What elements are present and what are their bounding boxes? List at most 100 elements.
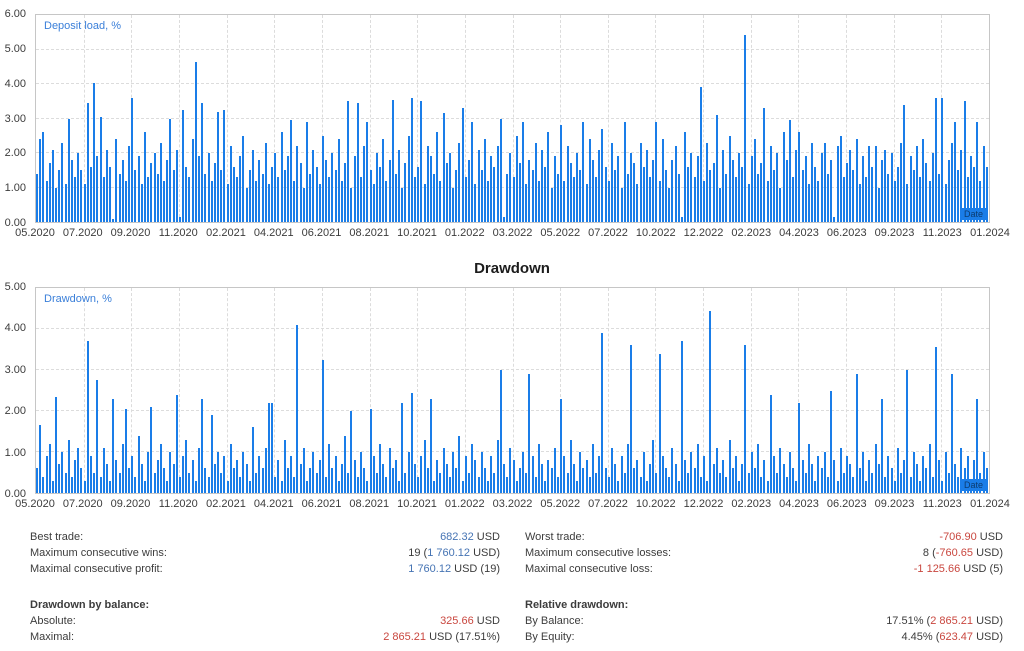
- bar: [645, 480, 648, 493]
- v-gridline: [512, 288, 514, 493]
- bar: [715, 447, 718, 493]
- stats-label: Maximum consecutive losses:: [525, 547, 672, 559]
- bar: [836, 146, 839, 222]
- bar: [649, 464, 652, 493]
- bar: [334, 170, 337, 222]
- bar: [544, 480, 547, 493]
- bar: [731, 159, 734, 222]
- bar: [290, 120, 293, 222]
- bar: [814, 480, 817, 493]
- bar: [630, 153, 633, 222]
- bar: [112, 218, 115, 222]
- bar: [680, 216, 683, 222]
- x-tick-label: 05.2020: [15, 498, 55, 510]
- deposit-load-legend: Deposit load, %: [44, 20, 122, 32]
- bar: [61, 142, 64, 222]
- bar: [525, 472, 528, 493]
- x-tick-label: 02.2021: [206, 498, 246, 510]
- stats-value: 8 (-760.65 USD): [922, 547, 1003, 559]
- bar: [350, 187, 353, 222]
- bar: [118, 472, 121, 493]
- bar: [518, 468, 521, 493]
- bar: [664, 468, 667, 493]
- bar: [274, 153, 277, 222]
- bar: [340, 180, 343, 222]
- bar: [255, 472, 258, 493]
- bar: [296, 146, 299, 222]
- bar: [236, 460, 239, 493]
- bar: [623, 472, 626, 493]
- bar: [455, 468, 458, 493]
- bar: [938, 460, 941, 493]
- bar: [236, 177, 239, 222]
- bar: [630, 345, 633, 493]
- v-gridline: [274, 15, 276, 222]
- y-tick-label: 1.00: [4, 446, 26, 459]
- bar: [890, 153, 893, 222]
- bar: [217, 452, 220, 493]
- x-tick-label: 05.2022: [540, 498, 581, 510]
- bar: [382, 464, 385, 493]
- bar: [340, 464, 343, 493]
- bar: [569, 439, 572, 493]
- bar: [522, 452, 525, 493]
- bar: [757, 173, 760, 222]
- bar: [925, 468, 928, 493]
- bar: [922, 456, 925, 493]
- bar: [934, 347, 937, 493]
- bar: [105, 149, 108, 222]
- bar: [433, 173, 436, 222]
- bar: [64, 472, 67, 493]
- bar: [782, 132, 785, 222]
- date-axis-label: Date: [960, 208, 986, 220]
- bar: [884, 149, 887, 222]
- bar: [391, 99, 394, 222]
- bar: [169, 118, 172, 222]
- bar: [258, 159, 261, 222]
- bar: [239, 156, 242, 222]
- bar: [944, 452, 947, 493]
- bar: [760, 476, 763, 493]
- bar: [788, 120, 791, 222]
- bar: [239, 476, 242, 493]
- bar: [201, 398, 204, 493]
- bar: [159, 443, 162, 493]
- bar: [912, 452, 915, 493]
- v-gridline: [226, 15, 228, 222]
- bar: [226, 184, 229, 222]
- v-gridline: [83, 15, 85, 222]
- bar: [74, 460, 77, 493]
- stats-label: Maximal:: [30, 631, 75, 643]
- bar: [271, 166, 274, 222]
- date-axis-label: Date: [960, 479, 986, 491]
- bar: [115, 460, 118, 493]
- bar: [448, 153, 451, 222]
- bar: [58, 464, 61, 493]
- bar: [830, 159, 833, 222]
- y-tick-label: 3.00: [4, 112, 26, 125]
- bar: [315, 166, 318, 222]
- bar: [86, 102, 89, 222]
- bar: [607, 476, 610, 493]
- bar: [655, 472, 658, 493]
- bar: [131, 456, 134, 493]
- bar: [45, 180, 48, 222]
- bar: [887, 456, 890, 493]
- x-tick-label: 02.2023: [731, 498, 772, 510]
- bar: [661, 139, 664, 222]
- bar: [947, 472, 950, 493]
- bar: [598, 149, 601, 222]
- bar: [509, 153, 512, 222]
- bar: [55, 187, 58, 222]
- bar: [731, 468, 734, 493]
- bar: [166, 480, 169, 493]
- stats-trades-left-column: Best trade: 682.32 USD Maximum consecutive…: [30, 529, 500, 577]
- bar: [175, 394, 178, 493]
- bar: [677, 480, 680, 493]
- v-gridline: [274, 288, 276, 493]
- bar: [156, 460, 159, 493]
- bar: [861, 452, 864, 493]
- bar: [960, 447, 963, 493]
- v-gridline: [703, 288, 705, 493]
- bar: [661, 456, 664, 493]
